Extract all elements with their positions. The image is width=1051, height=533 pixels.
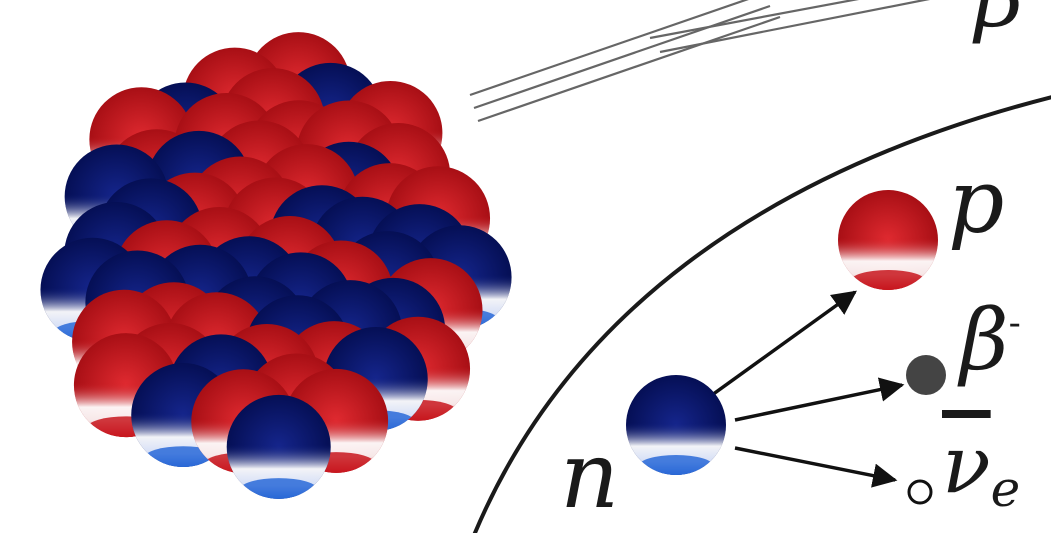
nucleus-cluster <box>40 32 512 499</box>
arrow-to-antineutrino <box>734 446 898 488</box>
neutron-particle <box>626 375 726 475</box>
neutron-label: n <box>560 422 620 529</box>
electron-particle <box>906 355 946 395</box>
boundary-arc <box>472 95 1051 533</box>
arrow-to-proton <box>710 290 857 397</box>
nucleon-neutron <box>226 394 331 499</box>
proton-particle <box>838 190 938 290</box>
antineutrino-label: νe <box>942 418 1021 518</box>
arrow-to-electron <box>734 377 905 422</box>
beta-charge: - <box>1008 303 1021 344</box>
beta-minus-label: β- <box>960 291 1021 389</box>
antineutrino-particle <box>907 479 933 505</box>
beta-label-top: β <box>975 0 1024 39</box>
emission-track-lines <box>469 0 931 123</box>
antineutrino-subscript: e <box>990 460 1021 518</box>
proton-label: p <box>948 150 1005 253</box>
